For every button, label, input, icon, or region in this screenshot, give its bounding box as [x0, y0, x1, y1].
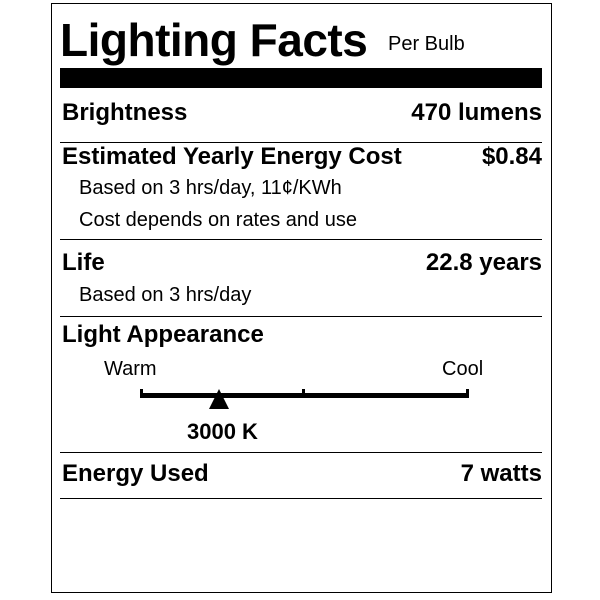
label-frame: [51, 3, 552, 593]
label-subtitle: Per Bulb: [388, 33, 465, 55]
divider: [60, 452, 542, 453]
energy-cost-value: $0.84: [481, 143, 542, 170]
divider: [60, 142, 542, 143]
energy-cost-label: Estimated Yearly Energy Cost: [62, 143, 402, 170]
divider: [60, 498, 542, 499]
energy-used-value: 7 watts: [460, 460, 542, 487]
color-temperature-value: 3000 K: [187, 419, 258, 444]
header-bar: [60, 68, 542, 88]
scale-tick: [140, 389, 143, 398]
divider: [60, 316, 542, 317]
life-label: Life: [62, 249, 105, 276]
label-title: Lighting Facts: [60, 14, 368, 66]
life-note: Based on 3 hrs/day: [79, 284, 252, 306]
cool-label: Cool: [442, 358, 484, 380]
brightness-label: Brightness: [62, 99, 188, 126]
warm-label: Warm: [104, 358, 157, 380]
color-temperature-marker: [209, 389, 230, 409]
energy-used-label: Energy Used: [62, 460, 209, 487]
energy-cost-note-2: Cost depends on rates and use: [79, 209, 357, 231]
life-value: 22.8 years: [425, 249, 542, 276]
scale-tick: [466, 389, 469, 398]
scale-tick: [302, 389, 305, 398]
energy-cost-note-1: Based on 3 hrs/day, 11¢/KWh: [79, 177, 342, 199]
divider: [60, 239, 542, 240]
light-appearance-label: Light Appearance: [62, 321, 264, 348]
brightness-value: 470 lumens: [411, 99, 542, 126]
